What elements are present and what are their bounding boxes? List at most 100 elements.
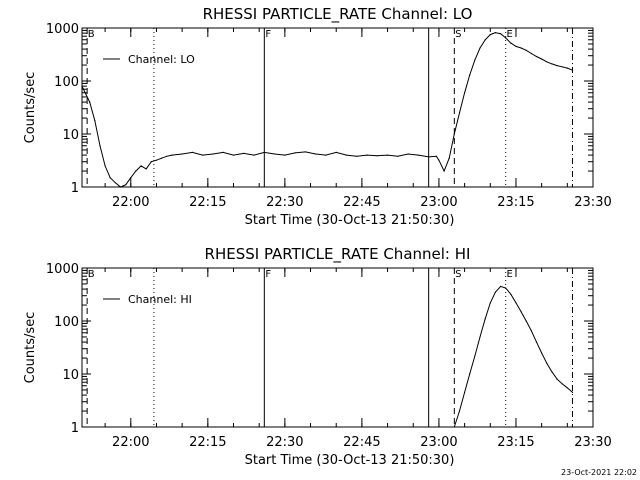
- plot-frame: [81, 27, 594, 188]
- x-tick-label: 22:30: [266, 195, 303, 210]
- data-point: [474, 59, 476, 61]
- data-point: [448, 157, 450, 159]
- data-point: [464, 92, 466, 94]
- data-point: [155, 159, 158, 161]
- data-point: [387, 154, 389, 156]
- data-point: [356, 155, 358, 157]
- data-point: [469, 74, 471, 76]
- chart-title: RHESSI PARTICLE_RATE Channel: LO: [203, 5, 473, 24]
- event-marker-label: S: [455, 269, 461, 280]
- data-point: [284, 154, 286, 156]
- data-point: [556, 65, 558, 67]
- data-point: [376, 155, 378, 157]
- data-point: [366, 154, 368, 156]
- data-point: [551, 371, 553, 373]
- event-marker-label: F: [265, 269, 271, 280]
- y-tick-label: 1000: [46, 262, 79, 277]
- data-point: [243, 152, 245, 154]
- x-tick-label: 23:15: [497, 435, 534, 450]
- data-point: [294, 152, 296, 154]
- data-point: [150, 161, 152, 163]
- data-point: [546, 362, 548, 364]
- data-point: [505, 287, 507, 289]
- data-point: [222, 151, 224, 153]
- data-point: [181, 153, 183, 155]
- data-point: [140, 165, 142, 167]
- data-point: [484, 318, 486, 320]
- data-point: [494, 291, 496, 293]
- data-point: [515, 45, 517, 48]
- data-point: [479, 336, 481, 338]
- data-point: [489, 34, 491, 36]
- data-point: [566, 387, 568, 389]
- chart-panel-1: RHESSI PARTICLE_RATE Channel: HI Counts/s…: [23, 245, 612, 468]
- y-tick-label: 1000: [46, 22, 79, 37]
- data-point: [109, 177, 111, 179]
- chart-title: RHESSI PARTICLE_RATE Channel: HI: [205, 245, 471, 264]
- x-tick-label: 23:00: [420, 195, 457, 210]
- data-point: [263, 151, 265, 153]
- data-point: [114, 182, 116, 184]
- data-point: [474, 355, 476, 357]
- data-point: [520, 47, 522, 49]
- data-point: [464, 391, 466, 393]
- data-point: [417, 154, 419, 156]
- data-point: [435, 155, 437, 157]
- data-point: [541, 58, 543, 60]
- data-point: [274, 153, 276, 155]
- data-point: [479, 47, 481, 49]
- event-marker-label: E: [507, 29, 513, 40]
- data-point: [535, 55, 538, 58]
- data-point: [458, 112, 461, 114]
- data-point: [438, 159, 440, 161]
- x-tick-label: 22:30: [266, 435, 303, 450]
- data-point: [125, 184, 127, 186]
- y-tick-label: 100: [54, 75, 79, 90]
- x-axis-label: Start Time (30-Oct-13 21:50:30): [245, 213, 455, 228]
- data-point: [89, 101, 91, 103]
- data-point: [166, 155, 168, 157]
- data-point: [541, 352, 543, 354]
- x-tick-label: 22:15: [189, 435, 226, 450]
- x-tick-label: 23:30: [574, 195, 611, 210]
- event-marker-label: E: [507, 269, 513, 280]
- data-point: [130, 177, 132, 179]
- data-point: [571, 69, 574, 71]
- data-point: [304, 151, 306, 153]
- data-point: [520, 311, 522, 313]
- event-marker-label: B: [88, 269, 95, 280]
- data-point: [500, 33, 502, 35]
- data-point: [325, 154, 327, 156]
- data-point: [232, 154, 235, 156]
- y-tick-label: 1: [71, 181, 79, 196]
- data-point: [505, 37, 507, 39]
- data-point: [171, 154, 173, 156]
- data-point: [407, 153, 409, 155]
- data-point: [525, 320, 527, 322]
- event-marker-label: F: [265, 29, 271, 40]
- data-point: [104, 165, 106, 167]
- data-point: [212, 153, 214, 155]
- x-tick-label: 23:30: [574, 435, 611, 450]
- data-point: [515, 302, 517, 304]
- series-line: [453, 285, 573, 428]
- data-point: [561, 383, 563, 385]
- legend-label: Channel: LO: [128, 53, 195, 66]
- data-point: [253, 154, 255, 156]
- data-point: [566, 67, 568, 69]
- data-point: [556, 378, 558, 380]
- data-point: [458, 410, 461, 412]
- data-point: [453, 133, 455, 135]
- y-axis-label: Counts/sec: [23, 72, 38, 144]
- data-point: [469, 373, 471, 375]
- x-tick-label: 22:00: [112, 195, 149, 210]
- data-point: [428, 156, 430, 158]
- data-point: [484, 39, 486, 41]
- data-point: [99, 145, 101, 147]
- data-point: [119, 186, 122, 188]
- data-point: [546, 61, 548, 63]
- data-point: [500, 285, 502, 287]
- data-point: [530, 52, 533, 55]
- data-point: [551, 63, 553, 65]
